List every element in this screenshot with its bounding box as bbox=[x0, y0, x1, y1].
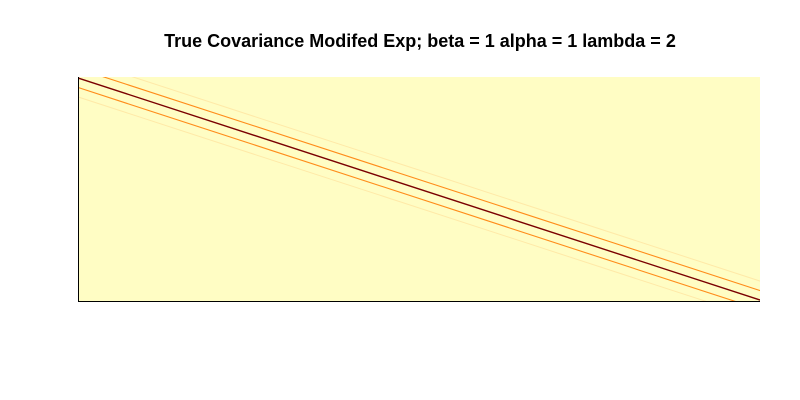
band-upper-faint bbox=[131, 77, 760, 282]
band-group bbox=[78, 77, 760, 302]
band-upper-near bbox=[102, 77, 760, 292]
band-diagonal bbox=[78, 77, 760, 301]
band-lower-near bbox=[78, 86, 739, 302]
chart-title: True Covariance Modifed Exp; beta = 1 al… bbox=[164, 31, 676, 51]
band-lower-faint bbox=[78, 96, 710, 302]
